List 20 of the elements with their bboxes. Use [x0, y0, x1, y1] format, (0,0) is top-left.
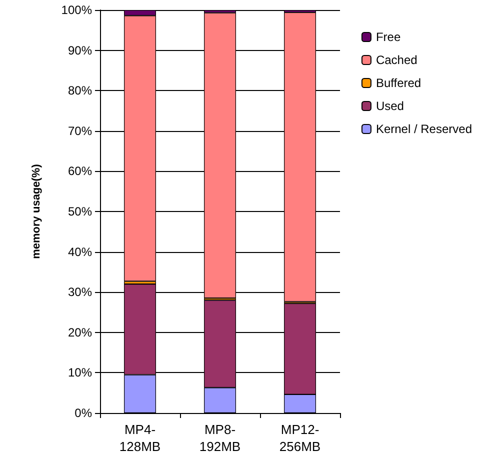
legend-label: Used — [376, 99, 404, 113]
legend-label: Kernel / Reserved — [376, 122, 472, 136]
y-tick-label: 0% — [74, 406, 92, 420]
y-tick-label: 40% — [68, 244, 92, 259]
y-tick-label: 60% — [68, 164, 92, 178]
x-tick-label: MP8-192MB — [199, 422, 241, 454]
y-tick-label: 80% — [68, 84, 92, 98]
y-tick-label: 50% — [68, 204, 92, 218]
y-tick-label: 20% — [68, 325, 92, 340]
y-tick-label: 100% — [61, 3, 92, 17]
y-tick-label: 70% — [68, 124, 92, 138]
legend-label: Cached — [376, 53, 418, 67]
y-tick-label: 10% — [68, 366, 92, 380]
y-tick-label: 30% — [68, 285, 92, 300]
legend-label: Buffered — [376, 76, 422, 90]
x-tick-label: MP4-128MB — [119, 422, 161, 454]
x-tick-label: MP12-256MB — [279, 422, 321, 454]
y-axis-title: memory usage(%) — [30, 164, 42, 259]
legend-label: Free — [376, 30, 401, 44]
y-tick-label: 90% — [68, 43, 92, 58]
